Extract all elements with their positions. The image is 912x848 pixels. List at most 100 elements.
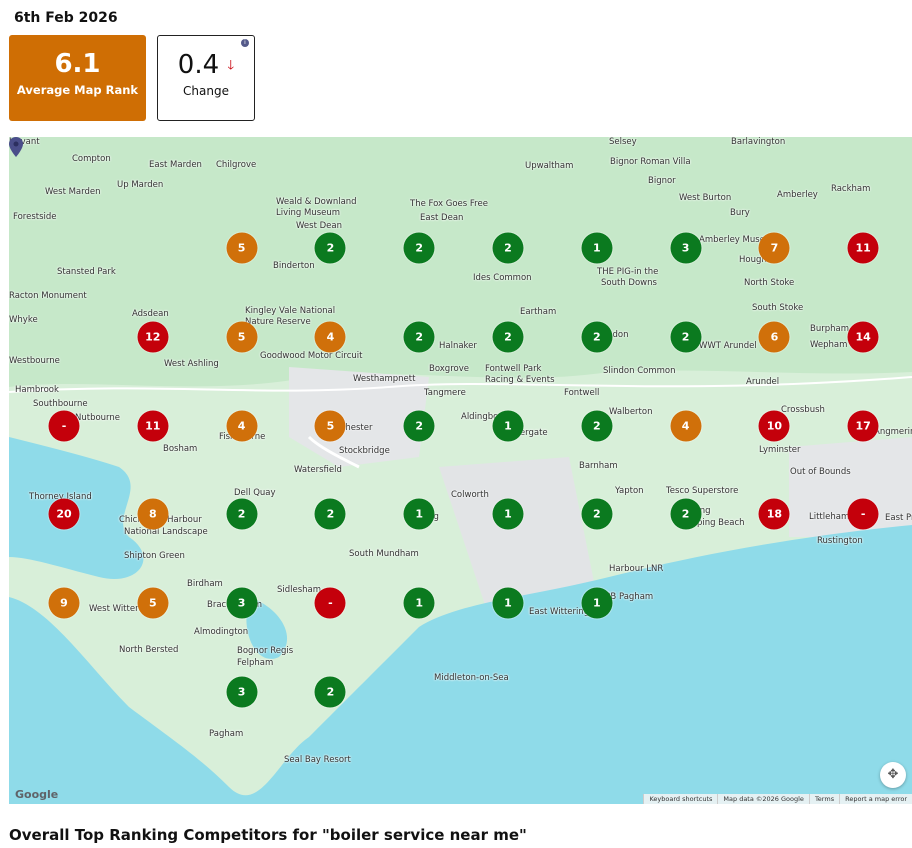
place-label: Bosham (163, 444, 198, 454)
place-label: Littlehampton (809, 512, 869, 522)
rank-marker[interactable]: 7 (758, 232, 790, 264)
rank-marker[interactable]: 18 (758, 498, 790, 530)
rank-marker[interactable]: 2 (403, 232, 435, 264)
place-label: South Downs (601, 278, 657, 288)
place-label: Bignor Roman Villa (610, 157, 691, 167)
place-label: Racing & Events (485, 375, 555, 385)
rank-marker[interactable]: 3 (226, 587, 258, 619)
place-label: Houghton (739, 255, 781, 265)
rank-marker[interactable]: 5 (314, 410, 346, 442)
place-label: Ides Common (473, 273, 532, 283)
info-icon[interactable]: i (241, 39, 249, 47)
rank-marker[interactable]: - (314, 587, 346, 619)
report-date: 6th Feb 2026 (14, 10, 118, 26)
place-label: Living Museum (276, 208, 341, 218)
rank-marker[interactable]: 1 (403, 587, 435, 619)
place-label: Crossbush (781, 405, 825, 415)
place-label: Bognor Regis (237, 646, 294, 656)
place-label: East Marden (149, 160, 202, 170)
rank-grid-map[interactable]: Compton East Marden Chilgrove West Marden Up… (9, 137, 912, 804)
rank-marker[interactable]: 2 (314, 232, 346, 264)
place-label: Chilgrove (216, 160, 257, 170)
rank-marker[interactable]: - (847, 498, 879, 530)
location-pin-icon[interactable] (9, 137, 23, 157)
rank-marker[interactable]: 2 (581, 321, 613, 353)
rank-marker[interactable]: 3 (226, 676, 258, 708)
place-label: Chichester (327, 423, 373, 433)
rank-marker[interactable]: 1 (581, 587, 613, 619)
rank-marker[interactable]: 2 (314, 676, 346, 708)
rank-marker[interactable]: 20 (48, 498, 80, 530)
rank-marker[interactable]: 9 (48, 587, 80, 619)
rank-marker[interactable]: 2 (492, 232, 524, 264)
place-label: Felpham (237, 658, 274, 668)
rank-marker[interactable]: 2 (403, 410, 435, 442)
place-label: Stockbridge (339, 446, 390, 456)
place-label: Angmering (874, 427, 912, 437)
place-label: Boxgrove (429, 364, 469, 374)
rank-marker[interactable]: 6 (758, 321, 790, 353)
report-error-link[interactable]: Report a map error (839, 794, 912, 804)
average-rank-label: Average Map Rank (16, 83, 139, 97)
place-label: Slindon (597, 330, 629, 340)
rank-marker[interactable]: 1 (492, 410, 524, 442)
rank-marker[interactable]: 11 (847, 232, 879, 264)
rank-marker[interactable]: 2 (492, 321, 524, 353)
rank-marker[interactable]: 11 (137, 410, 169, 442)
place-label: THE PIG-in the (597, 267, 659, 277)
terms-link[interactable]: Terms (808, 794, 839, 804)
place-label: Goodwood Motor Circuit (260, 351, 363, 361)
average-rank-value: 6.1 (54, 49, 101, 79)
rank-marker[interactable]: 2 (314, 498, 346, 530)
place-label: Almodington (194, 627, 249, 637)
rank-marker[interactable]: 4 (226, 410, 258, 442)
place-label: Westhampnett (353, 374, 416, 384)
rank-marker[interactable]: 4 (670, 410, 702, 442)
rank-marker[interactable]: 2 (226, 498, 258, 530)
rank-marker[interactable]: 8 (137, 498, 169, 530)
rank-marker[interactable]: 4 (314, 321, 346, 353)
place-label: Middleton-on-Sea (434, 673, 509, 683)
rank-marker[interactable]: 1 (403, 498, 435, 530)
place-label: Watersfield (294, 465, 342, 475)
place-label: Lyminster (759, 445, 801, 455)
keyboard-shortcuts-link[interactable]: Keyboard shortcuts (643, 794, 717, 804)
place-label: Up Marden (117, 180, 164, 190)
place-label: Bury (730, 208, 750, 218)
place-label: WWT Arundel (699, 341, 757, 351)
rank-marker[interactable]: 14 (847, 321, 879, 353)
place-label: Harbour LNR (609, 564, 664, 574)
rank-marker[interactable]: 1 (581, 232, 613, 264)
rank-marker[interactable]: 2 (670, 498, 702, 530)
place-label: Aldingbourne (461, 412, 518, 422)
place-label: Eartham (520, 307, 557, 317)
rank-marker[interactable]: 1 (492, 498, 524, 530)
place-label: Westergate (499, 428, 548, 438)
place-label: West Dean (296, 221, 342, 231)
place-label: Bignor (648, 176, 676, 186)
rank-marker[interactable]: - (48, 410, 80, 442)
place-label: West Marden (45, 187, 101, 197)
change-card: i 0.4 🡓 Change (157, 35, 255, 121)
rank-marker[interactable]: 3 (670, 232, 702, 264)
place-label: Upwaltham (525, 161, 574, 171)
rank-marker[interactable]: 1 (492, 587, 524, 619)
fullscreen-icon[interactable]: ✥ (880, 762, 906, 788)
rank-marker[interactable]: 2 (581, 410, 613, 442)
rank-marker[interactable]: 5 (226, 321, 258, 353)
rank-marker[interactable]: 10 (758, 410, 790, 442)
rank-marker[interactable]: 5 (226, 232, 258, 264)
rank-marker[interactable]: 12 (137, 321, 169, 353)
place-label: RSPB Pagham (594, 592, 654, 602)
rank-marker[interactable]: 5 (137, 587, 169, 619)
place-label: Birdham (187, 579, 223, 589)
place-label: Tesco Superstore (666, 486, 739, 496)
rank-marker[interactable]: 17 (847, 410, 879, 442)
place-label: Thorney Island (29, 492, 92, 502)
place-label: Slindon Common (603, 366, 676, 376)
place-label: Arundel (746, 377, 780, 387)
average-map-rank-card: 6.1 Average Map Rank (9, 35, 146, 121)
rank-marker[interactable]: 2 (581, 498, 613, 530)
rank-marker[interactable]: 2 (670, 321, 702, 353)
rank-marker[interactable]: 2 (403, 321, 435, 353)
